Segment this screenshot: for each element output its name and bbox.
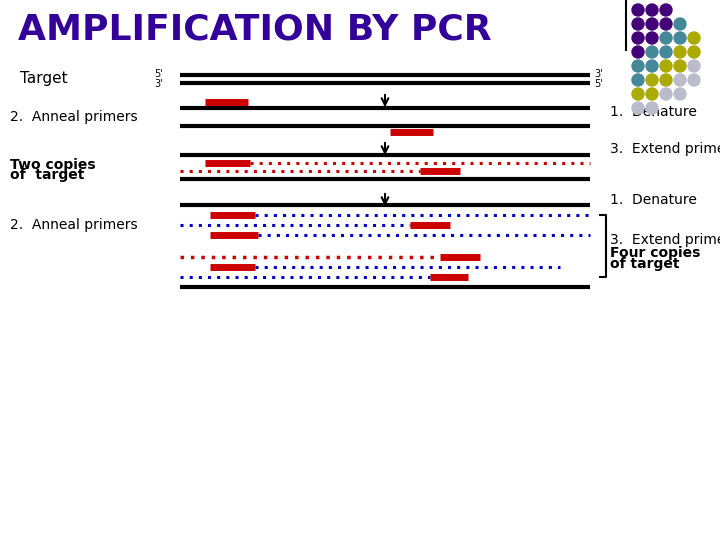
Text: 3': 3' [594, 69, 603, 79]
Circle shape [674, 18, 686, 30]
Circle shape [632, 60, 644, 72]
Circle shape [632, 4, 644, 16]
Text: of target: of target [610, 257, 680, 271]
Circle shape [632, 32, 644, 44]
Circle shape [688, 32, 700, 44]
Circle shape [660, 18, 672, 30]
Text: 1.  Denature: 1. Denature [610, 105, 697, 119]
Text: 1.  Denature: 1. Denature [610, 193, 697, 207]
Circle shape [660, 74, 672, 86]
Circle shape [646, 60, 658, 72]
Text: 3.  Extend primers: 3. Extend primers [610, 142, 720, 156]
Circle shape [660, 46, 672, 58]
Text: 3.  Extend primers: 3. Extend primers [610, 233, 720, 247]
Circle shape [660, 32, 672, 44]
Circle shape [660, 4, 672, 16]
Text: of  target: of target [10, 168, 84, 182]
Circle shape [660, 88, 672, 100]
Text: Target: Target [20, 71, 68, 86]
Circle shape [674, 88, 686, 100]
Circle shape [646, 46, 658, 58]
Circle shape [660, 60, 672, 72]
Text: Two copies: Two copies [10, 158, 96, 172]
Text: 5': 5' [154, 69, 163, 79]
Text: AMPLIFICATION BY PCR: AMPLIFICATION BY PCR [18, 13, 492, 47]
Text: 5': 5' [594, 79, 603, 89]
Circle shape [688, 60, 700, 72]
Text: 3': 3' [154, 79, 163, 89]
Circle shape [646, 18, 658, 30]
Circle shape [646, 88, 658, 100]
Circle shape [674, 60, 686, 72]
Circle shape [674, 46, 686, 58]
Circle shape [632, 88, 644, 100]
Circle shape [632, 74, 644, 86]
Circle shape [688, 74, 700, 86]
Text: 2.  Anneal primers: 2. Anneal primers [10, 110, 138, 124]
Text: 2.  Anneal primers: 2. Anneal primers [10, 218, 138, 232]
Circle shape [646, 4, 658, 16]
Circle shape [688, 46, 700, 58]
Text: Four copies: Four copies [610, 246, 701, 260]
Circle shape [646, 32, 658, 44]
Circle shape [632, 102, 644, 114]
Circle shape [674, 32, 686, 44]
Circle shape [632, 46, 644, 58]
Circle shape [646, 74, 658, 86]
Circle shape [632, 18, 644, 30]
Circle shape [646, 102, 658, 114]
Circle shape [674, 74, 686, 86]
